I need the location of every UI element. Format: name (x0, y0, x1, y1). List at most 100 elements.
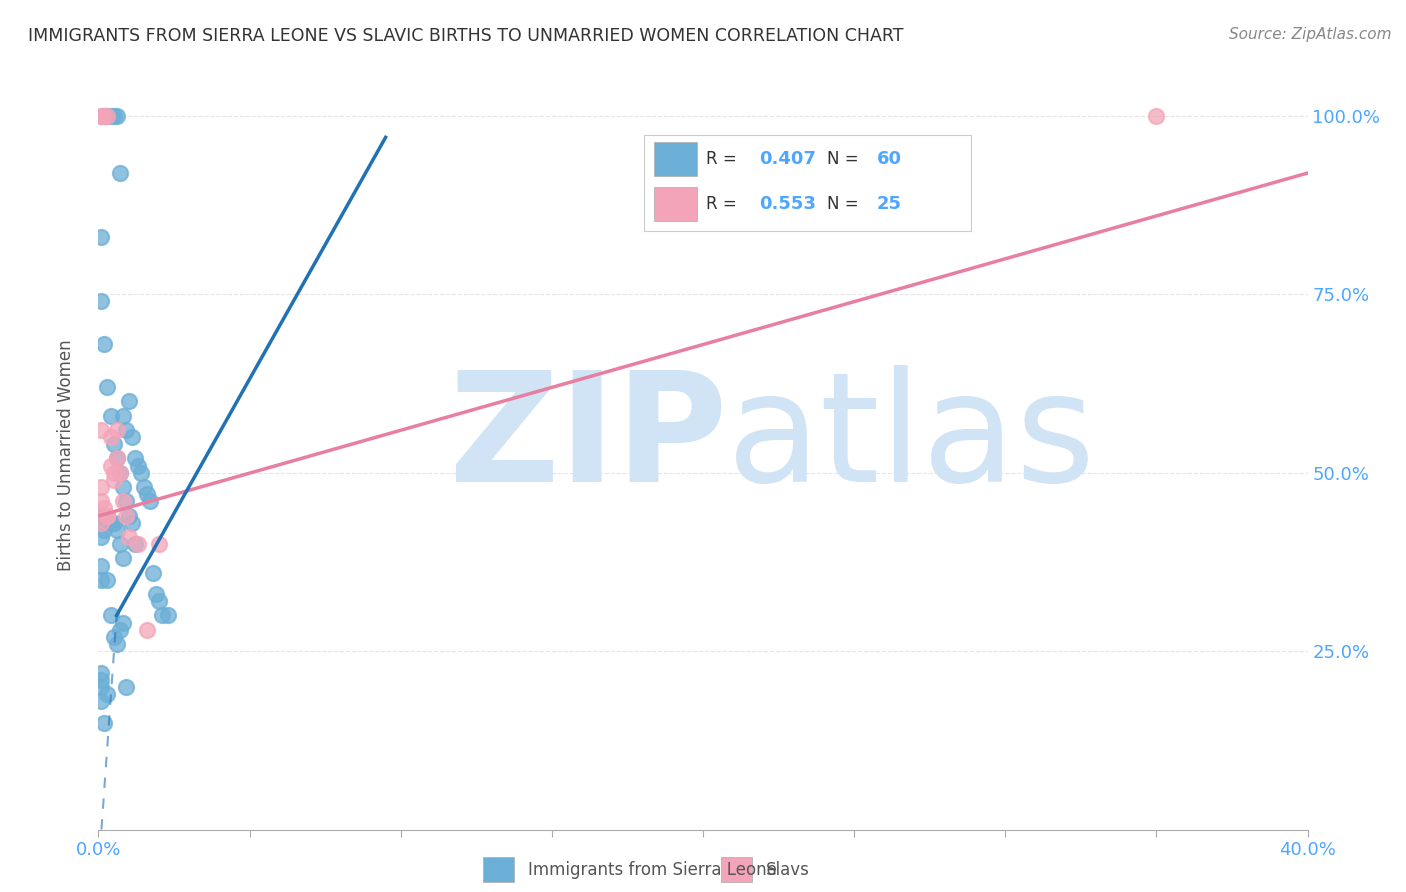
Point (93, 523, 115, 537)
Point (96, 687, 118, 701)
Point (135, 487, 157, 501)
Point (124, 451, 146, 466)
Point (93, 501, 115, 516)
Point (108, 623, 131, 637)
Point (93, 109, 115, 123)
Point (105, 523, 128, 537)
Point (118, 394, 141, 409)
Point (90, 665, 112, 680)
Text: 0.407: 0.407 (759, 150, 815, 168)
Point (93, 508, 115, 523)
Text: ZIP: ZIP (447, 366, 727, 515)
Bar (654, 142, 696, 176)
Bar (721, 857, 752, 882)
Point (145, 587, 167, 601)
Point (103, 516, 125, 530)
Point (96, 508, 118, 523)
Point (90, 673, 112, 687)
Point (100, 458, 122, 473)
Text: 25: 25 (876, 195, 901, 213)
Point (103, 630, 125, 644)
Point (108, 537, 131, 551)
Bar (482, 857, 515, 882)
Point (111, 551, 134, 566)
Point (90, 530, 112, 544)
Point (108, 466, 131, 480)
Point (93, 715, 115, 730)
Point (114, 508, 136, 523)
Bar (654, 187, 696, 221)
Point (100, 109, 122, 123)
Point (148, 537, 170, 551)
Point (90, 516, 112, 530)
Y-axis label: Births to Unmarried Women: Births to Unmarried Women (56, 339, 75, 571)
Point (96, 109, 118, 123)
Text: 60: 60 (876, 150, 901, 168)
Point (111, 494, 134, 508)
Point (100, 409, 122, 423)
Point (96, 573, 118, 587)
Point (114, 494, 136, 508)
Text: N =: N = (827, 150, 865, 168)
Point (105, 451, 128, 466)
Point (90, 558, 112, 573)
Point (129, 466, 152, 480)
Point (90, 680, 112, 694)
Point (1144, 109, 1167, 123)
Point (103, 473, 125, 487)
Point (90, 480, 112, 494)
Point (139, 494, 162, 508)
Point (127, 537, 149, 551)
Point (132, 480, 155, 494)
Text: R =: R = (706, 150, 742, 168)
Text: Source: ZipAtlas.com: Source: ZipAtlas.com (1229, 27, 1392, 42)
Text: Slavs: Slavs (766, 861, 810, 879)
Point (90, 494, 112, 508)
Point (96, 380, 118, 394)
Point (93, 337, 115, 351)
Point (100, 608, 122, 623)
Point (93, 109, 115, 123)
Point (100, 516, 122, 530)
Point (150, 608, 173, 623)
Point (124, 537, 146, 551)
Point (108, 466, 131, 480)
Point (90, 694, 112, 708)
Point (90, 230, 112, 244)
Point (156, 608, 179, 623)
Point (111, 480, 134, 494)
Point (105, 109, 128, 123)
Text: 0.553: 0.553 (759, 195, 815, 213)
Point (96, 508, 118, 523)
Text: atlas: atlas (727, 366, 1097, 515)
Point (90, 294, 112, 309)
Point (142, 566, 165, 580)
Point (127, 458, 149, 473)
Point (105, 637, 128, 651)
Point (111, 409, 134, 423)
Point (96, 508, 118, 523)
Point (108, 166, 131, 180)
Point (103, 109, 125, 123)
Point (118, 530, 141, 544)
Point (90, 109, 112, 123)
Point (111, 615, 134, 630)
Point (135, 623, 157, 637)
Point (114, 680, 136, 694)
Point (148, 594, 170, 608)
Point (90, 109, 112, 123)
Point (90, 573, 112, 587)
Text: N =: N = (827, 195, 865, 213)
Point (96, 109, 118, 123)
Point (121, 516, 143, 530)
Point (103, 466, 125, 480)
Point (105, 451, 128, 466)
Point (118, 508, 141, 523)
Point (114, 423, 136, 437)
Point (90, 423, 112, 437)
Point (90, 508, 112, 523)
Point (100, 430, 122, 444)
Text: Immigrants from Sierra Leone: Immigrants from Sierra Leone (527, 861, 776, 879)
Point (103, 437, 125, 451)
Point (121, 430, 143, 444)
